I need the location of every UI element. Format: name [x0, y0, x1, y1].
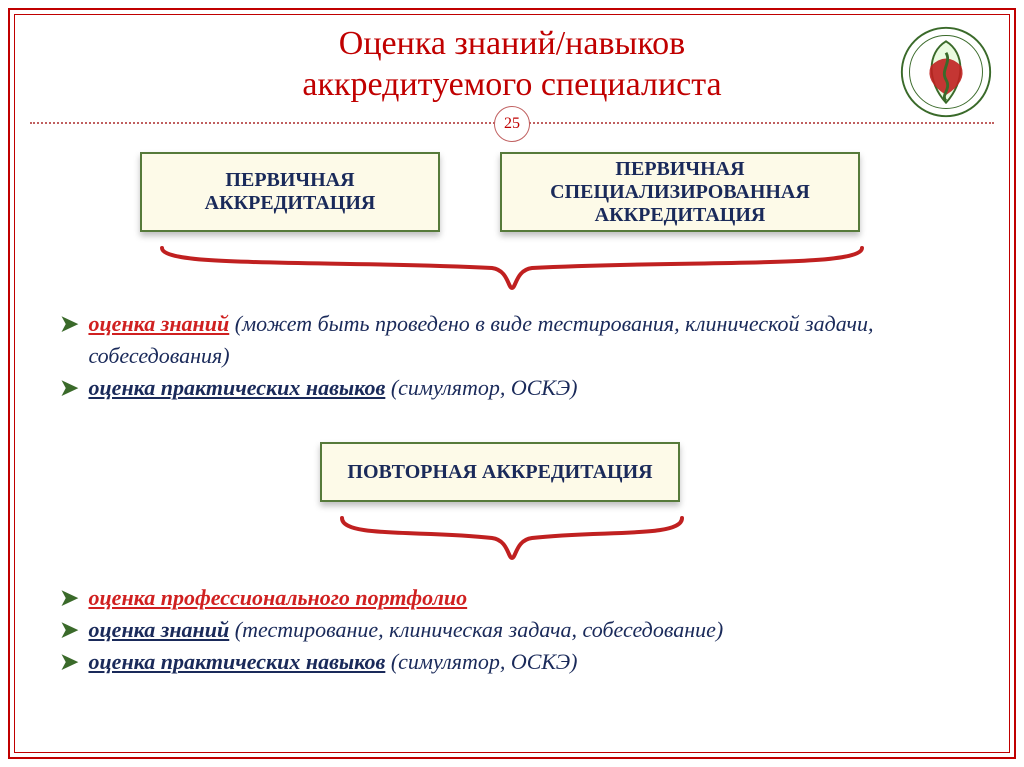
- logo-icon: [898, 24, 994, 120]
- title-line-2: аккредитуемого специалиста: [302, 66, 721, 103]
- box-repeat-accreditation: ПОВТОРНАЯ АККРЕДИТАЦИЯ: [320, 442, 680, 502]
- bullet-text: оценка знаний (тестирование, клиническая…: [88, 614, 723, 646]
- title-line-1: Оценка знаний/навыков: [339, 25, 685, 62]
- brace-top: [152, 240, 872, 300]
- bullet-arrow-icon: ➤: [60, 308, 78, 340]
- slide-title: Оценка знаний/навыков аккредитуемого спе…: [0, 24, 1024, 106]
- bullet-2-3-underline: оценка практических навыков: [88, 649, 385, 674]
- bullet-text: оценка профессионального портфолио: [88, 582, 467, 614]
- bullet-text: оценка практических навыков (симулятор, …: [88, 646, 577, 678]
- bullet-2-2-rest: (тестирование, клиническая задача, собес…: [229, 617, 723, 642]
- box-primary-accreditation: ПЕРВИЧНАЯ АККРЕДИТАЦИЯ: [140, 152, 440, 232]
- bullet-group-1: ➤ оценка знаний (может быть проведено в …: [60, 308, 964, 404]
- bullet-1-2-underline: оценка практических навыков: [88, 375, 385, 400]
- bullet-2-2-underline: оценка знаний: [88, 617, 229, 642]
- bullet-2-3-rest: (симулятор, ОСКЭ): [385, 649, 577, 674]
- bullet-text: оценка практических навыков (симулятор, …: [88, 372, 577, 404]
- bullet-arrow-icon: ➤: [60, 582, 78, 614]
- bullet-2-3: ➤ оценка практических навыков (симулятор…: [60, 646, 964, 678]
- bullet-2-1-underline: оценка профессионального портфолио: [88, 585, 467, 610]
- bullet-text: оценка знаний (может быть проведено в ви…: [88, 308, 964, 372]
- bullet-1-1: ➤ оценка знаний (может быть проведено в …: [60, 308, 964, 372]
- bullet-1-2-rest: (симулятор, ОСКЭ): [385, 375, 577, 400]
- box-primary-label: ПЕРВИЧНАЯ АККРЕДИТАЦИЯ: [156, 169, 424, 215]
- bullet-arrow-icon: ➤: [60, 614, 78, 646]
- slide: Оценка знаний/навыков аккредитуемого спе…: [0, 0, 1024, 767]
- bullet-1-1-underline: оценка знаний: [88, 311, 229, 336]
- bullet-2-2: ➤ оценка знаний (тестирование, клиническ…: [60, 614, 964, 646]
- bullet-2-1: ➤ оценка профессионального портфолио: [60, 582, 964, 614]
- box-repeat-label: ПОВТОРНАЯ АККРЕДИТАЦИЯ: [347, 461, 652, 484]
- page-number-badge: 25: [494, 106, 530, 142]
- bullet-arrow-icon: ➤: [60, 646, 78, 678]
- bullet-group-2: ➤ оценка профессионального портфолио ➤ о…: [60, 582, 964, 678]
- bullet-1-2: ➤ оценка практических навыков (симулятор…: [60, 372, 964, 404]
- bullet-arrow-icon: ➤: [60, 372, 78, 404]
- box-specialized-label: ПЕРВИЧНАЯ СПЕЦИАЛИЗИРОВАННАЯ АККРЕДИТАЦИ…: [516, 158, 844, 227]
- brace-bottom: [332, 510, 692, 570]
- page-number: 25: [504, 115, 520, 133]
- box-specialized-accreditation: ПЕРВИЧНАЯ СПЕЦИАЛИЗИРОВАННАЯ АККРЕДИТАЦИ…: [500, 152, 860, 232]
